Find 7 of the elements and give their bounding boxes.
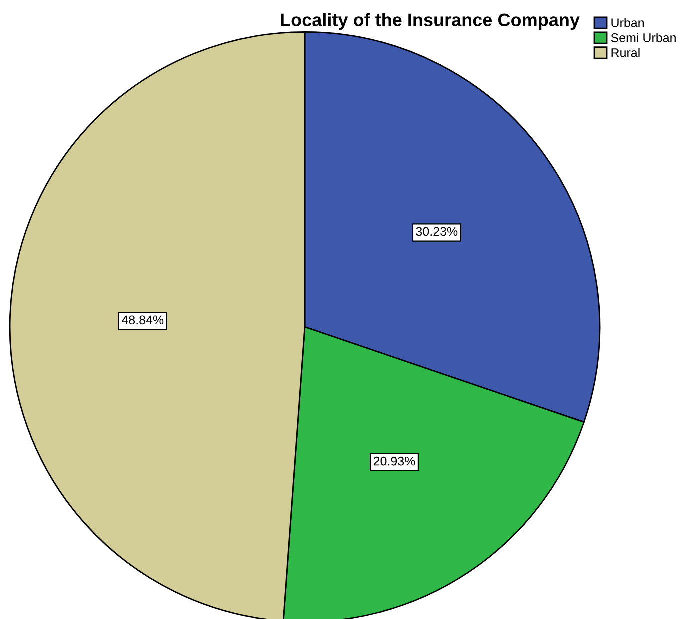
legend-label: Rural (612, 48, 640, 58)
chart-title: Locality of the Insurance Company (281, 13, 580, 30)
data-label: 48.84% (122, 316, 164, 325)
data-label: 30.23% (416, 227, 458, 236)
legend-label: Semi Urban (611, 33, 676, 42)
data-label: 20.93% (374, 456, 416, 466)
legend-label: Urban (612, 18, 644, 28)
